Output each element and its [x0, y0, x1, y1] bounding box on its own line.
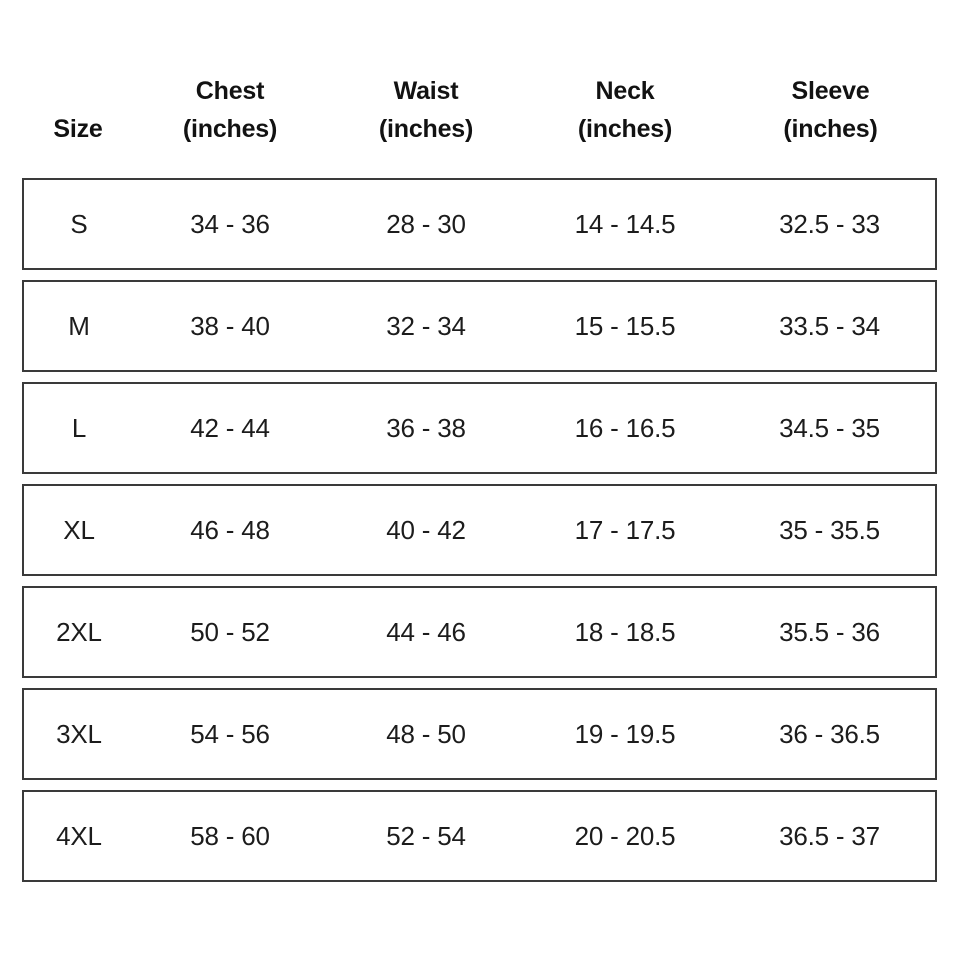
column-header-neck-units: (inches) — [577, 115, 673, 143]
cell-size: 2XL — [56, 617, 102, 647]
cell-waist: 52 - 54 — [386, 821, 466, 851]
table-row: 4XL 58 - 60 52 - 54 20 - 20.5 36.5 - 37 — [22, 790, 937, 882]
column-header-chest: Chest (inches) — [134, 72, 326, 148]
cell-neck: 17 - 17.5 — [574, 515, 676, 545]
cell-chest: 50 - 52 — [190, 617, 270, 647]
cell-chest: 42 - 44 — [190, 413, 270, 443]
cell-sleeve: 32.5 - 33 — [779, 209, 880, 239]
column-header-size: Size — [22, 110, 134, 148]
cell-sleeve: 33.5 - 34 — [779, 311, 880, 341]
table-header-row: Size Chest (inches) Waist (inches) Neck … — [22, 48, 937, 148]
table-row: XL 46 - 48 40 - 42 17 - 17.5 35 - 35.5 — [22, 484, 937, 576]
cell-neck: 18 - 18.5 — [574, 617, 676, 647]
cell-waist: 32 - 34 — [386, 311, 466, 341]
cell-waist: 40 - 42 — [386, 515, 466, 545]
size-chart: Size Chest (inches) Waist (inches) Neck … — [22, 0, 937, 960]
column-header-sleeve-units: (inches) — [783, 115, 878, 143]
table-row: M 38 - 40 32 - 34 15 - 15.5 33.5 - 34 — [22, 280, 937, 372]
cell-waist: 48 - 50 — [386, 719, 466, 749]
column-header-waist-units: (inches) — [378, 115, 474, 143]
cell-chest: 58 - 60 — [190, 821, 270, 851]
cell-neck: 16 - 16.5 — [574, 413, 676, 443]
cell-size: 3XL — [56, 719, 102, 749]
column-header-sleeve-label: Sleeve — [791, 77, 870, 105]
cell-sleeve: 35 - 35.5 — [779, 515, 880, 545]
table-body: S 34 - 36 28 - 30 14 - 14.5 32.5 - 33 M 38 - 4… — [22, 178, 937, 882]
cell-neck: 15 - 15.5 — [574, 311, 676, 341]
cell-size: XL — [63, 515, 95, 545]
table-row: S 34 - 36 28 - 30 14 - 14.5 32.5 - 33 — [22, 178, 937, 270]
cell-sleeve: 35.5 - 36 — [779, 617, 880, 647]
table-row: 3XL 54 - 56 48 - 50 19 - 19.5 36 - 36.5 — [22, 688, 937, 780]
column-header-chest-label: Chest — [195, 77, 265, 105]
table-row: L 42 - 44 36 - 38 16 - 16.5 34.5 - 35 — [22, 382, 937, 474]
column-header-neck: Neck (inches) — [526, 72, 724, 148]
cell-size: L — [71, 413, 87, 443]
cell-chest: 54 - 56 — [190, 719, 270, 749]
cell-chest: 46 - 48 — [190, 515, 270, 545]
column-header-sleeve: Sleeve (inches) — [724, 72, 937, 148]
column-header-neck-label: Neck — [595, 77, 655, 105]
cell-waist: 28 - 30 — [386, 209, 466, 239]
cell-sleeve: 34.5 - 35 — [779, 413, 880, 443]
column-header-chest-units: (inches) — [182, 115, 278, 143]
cell-sleeve: 36.5 - 37 — [779, 821, 880, 851]
table-row: 2XL 50 - 52 44 - 46 18 - 18.5 35.5 - 36 — [22, 586, 937, 678]
cell-size: M — [68, 311, 90, 341]
cell-sleeve: 36 - 36.5 — [779, 719, 880, 749]
cell-chest: 38 - 40 — [190, 311, 270, 341]
column-header-waist: Waist (inches) — [326, 72, 526, 148]
cell-size: S — [70, 209, 88, 239]
column-header-size-label: Size — [53, 115, 103, 143]
cell-waist: 44 - 46 — [386, 617, 466, 647]
cell-neck: 19 - 19.5 — [574, 719, 676, 749]
cell-chest: 34 - 36 — [190, 209, 270, 239]
cell-neck: 20 - 20.5 — [574, 821, 676, 851]
cell-waist: 36 - 38 — [386, 413, 466, 443]
cell-size: 4XL — [56, 821, 102, 851]
column-header-waist-label: Waist — [393, 77, 459, 105]
cell-neck: 14 - 14.5 — [574, 209, 676, 239]
